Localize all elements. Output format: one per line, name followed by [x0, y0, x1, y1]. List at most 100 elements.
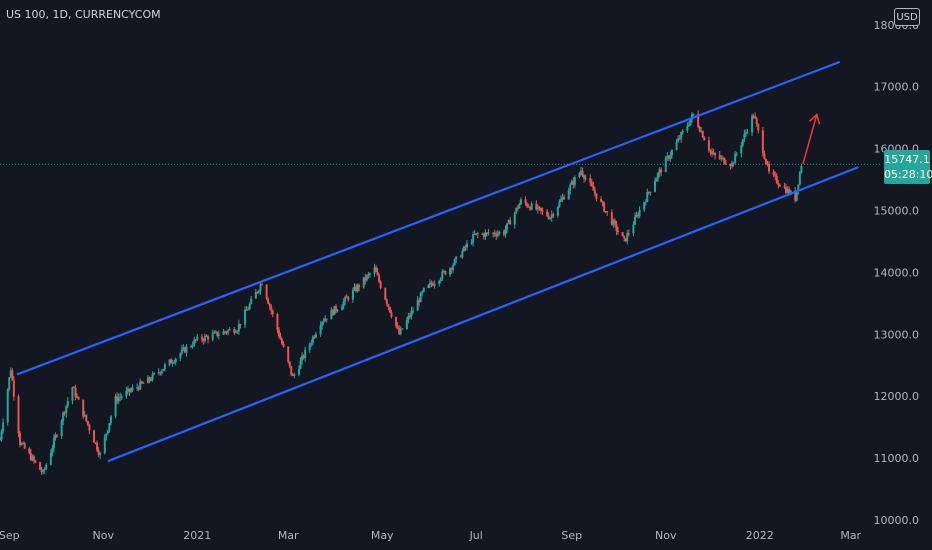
candle-body	[593, 190, 596, 194]
candle-body	[666, 156, 669, 158]
candle-body	[558, 201, 561, 207]
currency-button[interactable]: USD	[894, 8, 920, 26]
candle-body	[623, 236, 626, 239]
candle-body	[288, 361, 291, 367]
last-price-value: 15747.1	[884, 153, 930, 166]
x-tick-label: Sep	[561, 529, 582, 542]
candle-body	[385, 299, 388, 305]
candle-body	[293, 374, 296, 376]
candle-body	[267, 298, 270, 304]
candle-body	[19, 433, 22, 445]
candle-body	[563, 197, 566, 200]
candle-body	[29, 452, 32, 461]
candle-body	[259, 284, 262, 291]
candle-body	[433, 284, 436, 286]
channel-upper-line[interactable]	[16, 60, 841, 376]
candle-body	[202, 339, 205, 341]
candle-body	[509, 220, 512, 225]
projection-arrow[interactable]	[802, 113, 821, 165]
candle-body	[378, 275, 381, 282]
candle-body	[783, 186, 786, 188]
candle-body	[775, 175, 778, 183]
candle-body	[734, 153, 737, 164]
candle-body	[766, 163, 769, 165]
candle-body	[375, 267, 378, 272]
x-tick-label: May	[371, 529, 394, 542]
candle-body	[670, 149, 673, 156]
candle-body	[658, 169, 661, 173]
candle-body	[595, 193, 598, 199]
candle-body	[453, 259, 456, 266]
candle-body	[183, 347, 186, 353]
candle-body	[247, 309, 250, 311]
candle-body	[418, 300, 421, 303]
candle-body	[714, 153, 717, 156]
x-tick-label: Nov	[93, 529, 115, 542]
candle-body	[795, 190, 798, 201]
candle-body	[11, 370, 14, 381]
candle-body	[484, 232, 487, 237]
candle-body	[0, 431, 3, 440]
candle-body	[368, 273, 371, 275]
candle-body	[612, 220, 615, 225]
candle-body	[752, 115, 755, 117]
candle-body	[438, 280, 441, 285]
candle-body	[735, 153, 738, 155]
candle-body	[99, 453, 102, 455]
x-tick-label: Jul	[469, 529, 483, 542]
candle-body	[772, 171, 775, 175]
candle-body	[190, 346, 193, 348]
candle-body	[207, 336, 210, 340]
candle-body	[310, 342, 313, 345]
symbol-title[interactable]: US 100, 1D, CURRENCYCOM	[6, 8, 161, 21]
candle-body	[604, 211, 607, 213]
channel-lower-line[interactable]	[107, 166, 859, 463]
candle-body	[71, 387, 74, 401]
projection-arrow-shaft	[802, 114, 818, 165]
time-axis[interactable]: Sep Nov 2021 Mar May Jul Sep Nov 2022 Mar	[0, 529, 862, 542]
candle-body	[159, 372, 162, 374]
candle-body	[707, 140, 710, 151]
candle-body	[270, 306, 273, 311]
candle-body	[538, 206, 541, 208]
candle-body	[559, 199, 562, 202]
candle-body	[731, 162, 734, 167]
price-axis[interactable]: 10000.0 11000.0 12000.0 13000.0 14000.0 15000…	[874, 19, 920, 527]
candle-body	[410, 310, 413, 317]
candle-body	[103, 436, 106, 454]
candle-body	[395, 316, 398, 327]
candle-body	[76, 397, 79, 399]
candle-body	[379, 281, 382, 289]
candle-body	[459, 256, 462, 258]
candle-body	[583, 175, 586, 179]
candle-body	[580, 170, 583, 173]
candle-body	[0, 439, 1, 441]
candle-body	[256, 291, 259, 293]
candle-body	[193, 339, 196, 346]
candle-body	[390, 312, 393, 317]
candle-body	[96, 442, 99, 451]
candle-body	[486, 232, 489, 234]
candle-body	[106, 430, 109, 434]
candle-body	[573, 177, 576, 185]
candle-body	[171, 362, 174, 364]
candle-body	[334, 306, 337, 311]
candle-body	[72, 387, 75, 389]
candle-body	[529, 207, 532, 210]
candle-body	[697, 113, 700, 127]
candle-body	[627, 233, 630, 235]
candle-body	[83, 414, 86, 417]
candle-body	[62, 412, 65, 421]
candle-body	[85, 414, 88, 421]
candle-body	[94, 442, 97, 444]
candle-body	[482, 233, 485, 237]
candle-body	[493, 232, 496, 235]
candle-body	[527, 206, 530, 208]
candle-body	[126, 388, 129, 391]
candle-body	[461, 251, 464, 258]
candle-body	[462, 246, 465, 252]
candle-body	[496, 233, 499, 236]
candle-body	[308, 344, 311, 350]
candle-body	[428, 282, 431, 285]
